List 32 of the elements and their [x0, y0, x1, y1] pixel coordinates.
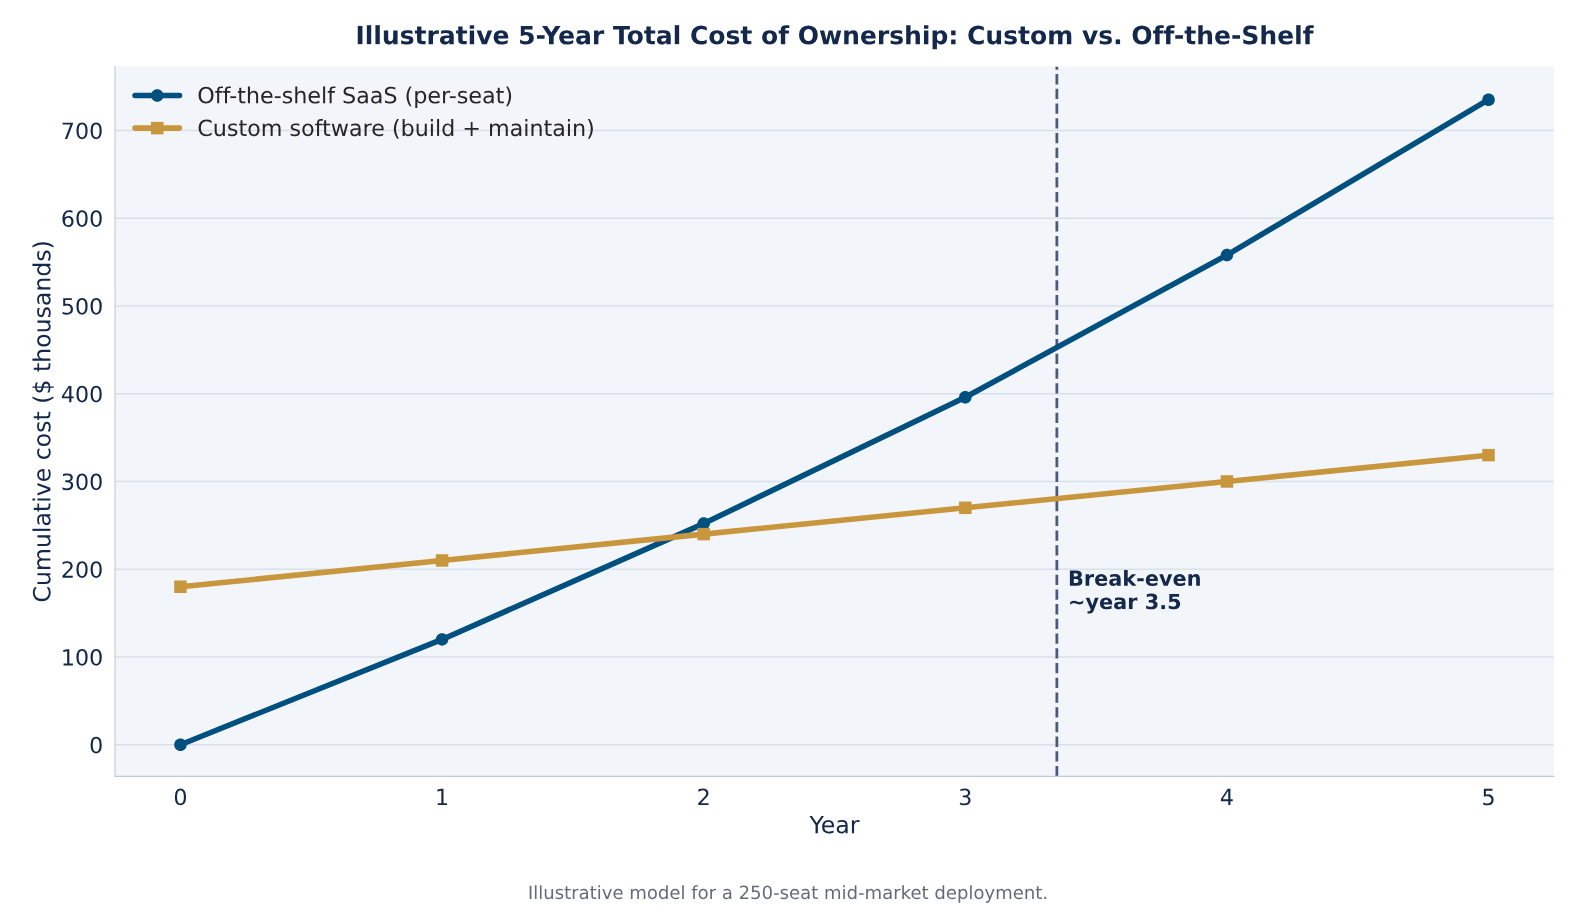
point: [1220, 248, 1234, 262]
x-tick-label: 5: [1483, 788, 1494, 806]
point: [959, 390, 972, 404]
point: [435, 554, 449, 567]
y-tick-label: 600: [62, 210, 102, 227]
x-tick-label: 1: [437, 788, 448, 806]
y-tick-label: 500: [62, 297, 102, 315]
y-tick-label: 100: [63, 648, 102, 666]
text: Illustrative model for a 250-seat mid-market deployment.: [529, 885, 1047, 903]
x-tick-label: 4: [1220, 788, 1233, 806]
point: [697, 527, 710, 541]
y-tick-label: 400: [61, 385, 102, 403]
y-axis-title: Cumulative cost ($ thousands): [32, 242, 54, 602]
point: [959, 501, 972, 515]
point: [1482, 448, 1495, 462]
y-tick-label: 200: [62, 561, 102, 578]
point: [174, 738, 187, 751]
point: [1220, 475, 1234, 488]
x-tick-label: 2: [698, 788, 709, 806]
x-tick-label: 0: [174, 788, 187, 806]
legend-label: Off-the-shelf SaaS (per-seat): [198, 86, 512, 108]
point: [1482, 93, 1495, 106]
x-axis-title: Year: [809, 815, 860, 834]
chart-title: Illustrative 5-Year Total Cost of Ownership: Custom vs. Off-the-Shelf: [357, 25, 1314, 50]
point: [435, 633, 449, 646]
legend-label: Custom software (build + maintain): [198, 119, 593, 139]
y-tick-label: 0: [90, 736, 102, 754]
y-tick-label: 300: [62, 473, 102, 491]
point: [174, 580, 187, 594]
ref-line-label: Break-even ~year 3.5: [1069, 569, 1200, 614]
x-tick-label: 3: [959, 788, 971, 806]
y-tick-label: 700: [62, 122, 102, 140]
